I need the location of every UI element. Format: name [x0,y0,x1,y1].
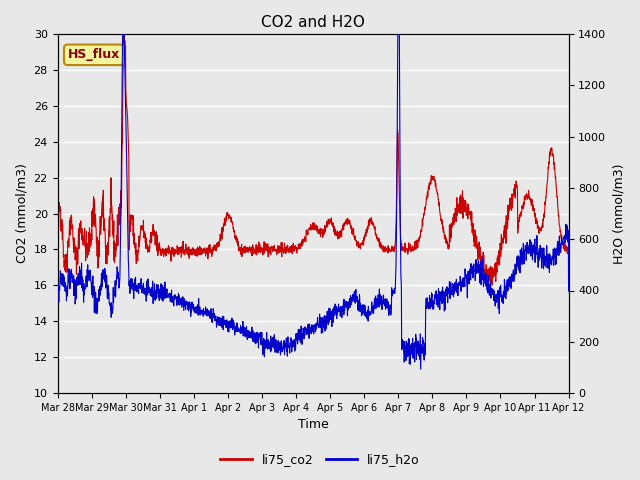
Y-axis label: CO2 (mmol/m3): CO2 (mmol/m3) [15,164,28,264]
Y-axis label: H2O (mmol/m3): H2O (mmol/m3) [612,163,625,264]
Text: HS_flux: HS_flux [68,48,120,61]
Legend: li75_co2, li75_h2o: li75_co2, li75_h2o [215,448,425,471]
X-axis label: Time: Time [298,419,328,432]
Title: CO2 and H2O: CO2 and H2O [261,15,365,30]
